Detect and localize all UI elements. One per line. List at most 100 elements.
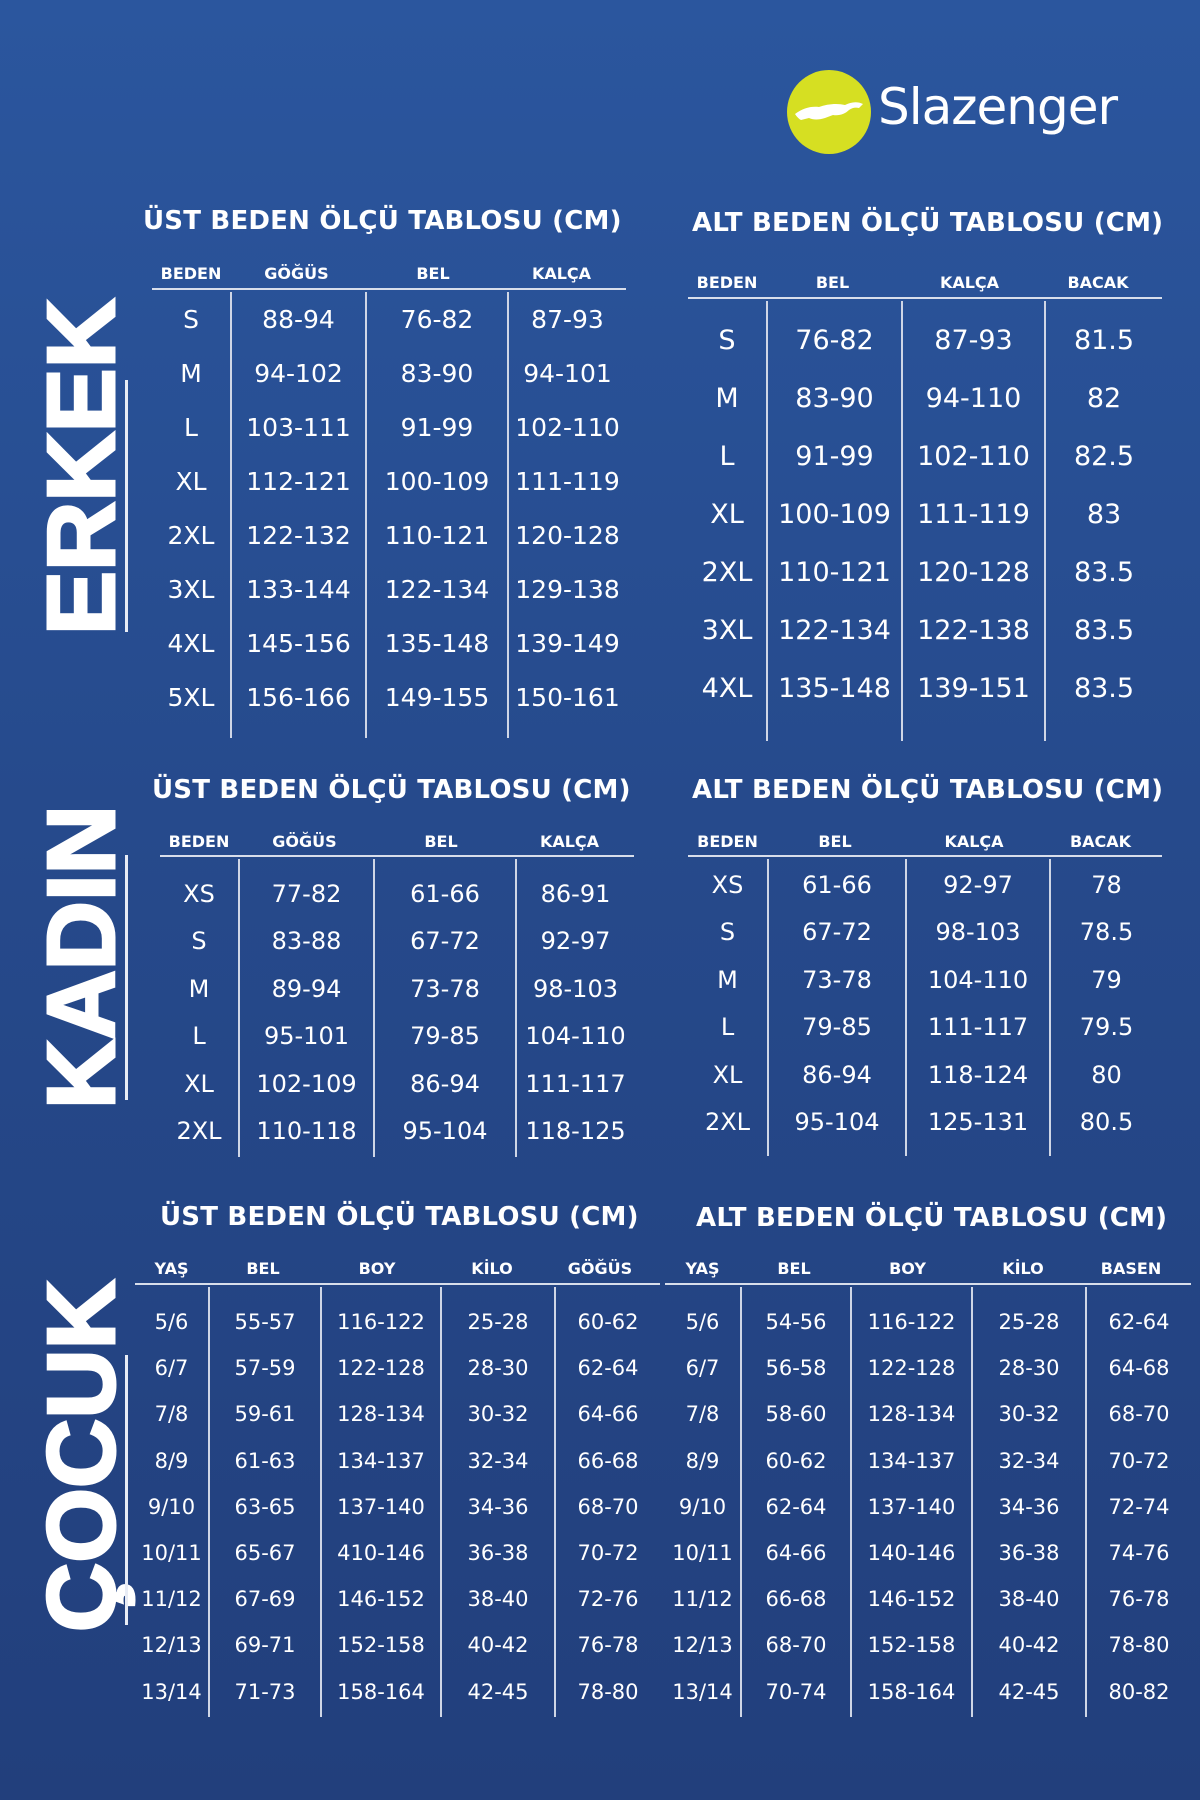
table-column: 77-82 83-88 89-94 95-101 102-109 110-118 [238,859,373,1157]
table-cell: 71-73 [234,1679,296,1704]
column-header: BOY [889,1258,926,1278]
table-cell: 79.5 [1079,1013,1134,1042]
size-label-cell: XL [175,466,207,496]
table-column: 55-57 57-59 59-61 61-63 63-65 65-67 67-69 69-71… [208,1287,320,1717]
table-cell: 82.5 [1073,440,1135,472]
table-cell: 87-93 [934,324,1013,356]
size-label-cell: 4XL [701,672,753,704]
table-cell: 32-34 [467,1448,529,1473]
table-cell: 70-72 [577,1541,639,1566]
table-cell: 40-42 [467,1633,529,1658]
column-header: YAŞ [154,1258,189,1278]
size-label-cell: XS [183,879,215,908]
table-column: 5/6 6/7 7/8 8/9 9/10 10/11 11/12 12/13 13/14 [665,1287,740,1717]
table-cell: 139-149 [515,628,620,658]
column-header: KİLO [471,1258,513,1278]
size-label-cell: 10/11 [672,1541,733,1566]
table-body: S M L XL 2XL 3XL 4XL 76-82 83-90 91-99 100-109 110-… [688,301,1162,741]
table-cell: 70-74 [765,1679,827,1704]
column-header: KALÇA [539,831,600,851]
table-cell: 36-38 [467,1541,529,1566]
table-cell: 86-94 [410,1069,480,1098]
size-label-cell: M [180,358,202,388]
table-cell: 72-76 [577,1587,639,1612]
size-label-cell: L [192,1022,206,1051]
table-cell: 82 [1086,382,1122,414]
size-label-cell: S [191,927,207,956]
table-cell: 79-85 [410,1022,480,1051]
size-label-cell: 5/6 [154,1310,189,1335]
table-cell: 102-109 [256,1069,357,1098]
table-cell: 410-146 [337,1541,425,1566]
section-divider-cocuk [125,1355,128,1625]
size-label-cell: 5/6 [685,1310,720,1335]
table-cell: 134-137 [867,1448,956,1473]
size-label-cell: 6/7 [154,1356,189,1381]
column-header: GÖĞÜS [264,263,329,283]
table-cell: 83-88 [271,927,342,956]
table-cell: 102-110 [917,440,1030,472]
table-cell: 122-132 [246,520,351,550]
column-header: KİLO [1002,1258,1044,1278]
table-cell: 145-156 [246,628,351,658]
size-label-cell: XS [711,870,744,899]
table-body: XS S M L XL 2XL 77-82 83-88 89-94 95-101 102-109 11… [160,859,634,1157]
table-cell: 38-40 [998,1587,1060,1612]
size-label-cell: 4XL [167,628,215,658]
table-column: 116-122 122-128 128-134 134-137 137-140 410-1… [320,1287,440,1717]
column-header: GÖĞÜS [567,1258,633,1278]
table-column: 87-93 94-110 102-110 111-119 120-128 122-138 1… [901,301,1044,741]
table-column: XS S M L XL 2XL [688,859,767,1156]
table-cell: 120-128 [917,556,1030,588]
section-label-erkek: ERKEK [27,297,137,636]
column-header: GÖĞÜS [272,831,337,851]
table-cell: 100-109 [384,466,490,496]
table-cell: 100-109 [778,498,891,530]
table-cell: 61-63 [234,1448,296,1473]
table-cell: 57-59 [234,1356,296,1381]
table-cell: 135-148 [384,628,490,658]
table-cell: 64-68 [1108,1356,1170,1381]
size-label-cell: 8/9 [154,1448,189,1473]
table-cell: 110-121 [384,520,490,550]
table-body: 5/6 6/7 7/8 8/9 9/10 10/11 11/12 12/13 13/14 55-5… [135,1287,660,1717]
table-cell: 77-82 [271,879,342,908]
table-cell: 158-164 [337,1679,425,1704]
size-label-cell: 2XL [167,520,215,550]
size-label-cell: 9/10 [147,1494,196,1519]
size-label-cell: L [184,412,198,442]
erkek-ust-title: ÜST BEDEN ÖLÇÜ TABLOSU (CM) [143,206,622,236]
table-cell: 116-122 [337,1310,425,1335]
table-cell: 64-66 [577,1402,639,1427]
table-cell: 78-80 [1108,1633,1170,1658]
kadin-alt-table: BEDEN BEL KALÇA BACAK XS S M L XL 2XL 61-66 67-72 73… [688,827,1162,1156]
cocuk-alt-table: YAŞ BEL BOY KİLO BASEN 5/6 6/7 7/8 8/9 9/10 10/11 1… [665,1253,1191,1717]
leaping-cat-logo-icon [787,70,871,154]
table-cell: 25-28 [998,1310,1060,1335]
table-cell: 139-151 [917,672,1030,704]
table-cell: 28-30 [467,1356,529,1381]
table-cell: 94-102 [254,358,343,388]
table-column: 25-28 28-30 30-32 32-34 34-36 36-38 38-40 40-42… [440,1287,554,1717]
size-label-cell: 2XL [701,556,753,588]
table-cell: 76-82 [400,304,474,334]
table-column: 86-91 92-97 98-103 104-110 111-117 118-125 [515,859,634,1157]
table-column: 88-94 94-102 103-111 112-121 122-132 133-144 1… [230,292,365,738]
table-column: S M L XL 2XL 3XL 4XL 5XL [152,292,230,738]
kadin-ust-table: BEDEN GÖĞÜS BEL KALÇA XS S M L XL 2XL 77-82 83-88 89… [160,827,634,1157]
table-cell: 122-128 [867,1356,956,1381]
table-cell: 146-152 [867,1587,956,1612]
table-cell: 67-72 [802,918,872,947]
table-cell: 118-124 [927,1060,1029,1089]
table-cell: 125-131 [927,1108,1029,1137]
section-divider-erkek [125,380,128,632]
table-cell: 88-94 [262,304,335,334]
cocuk-ust-table: YAŞ BEL BOY KİLO GÖĞÜS 5/6 6/7 7/8 8/9 9/10 10/11 1… [135,1253,660,1717]
table-cell: 55-57 [234,1310,296,1335]
table-cell: 66-68 [765,1587,827,1612]
table-cell: 80-82 [1108,1679,1170,1704]
erkek-ust-table: BEDEN GÖĞÜS BEL KALÇA S M L XL 2XL 3XL 4XL 5XL 88-94… [152,258,626,738]
size-label-cell: 3XL [701,614,753,646]
column-header: BOY [358,1258,396,1278]
size-label-cell: 8/9 [685,1448,720,1473]
